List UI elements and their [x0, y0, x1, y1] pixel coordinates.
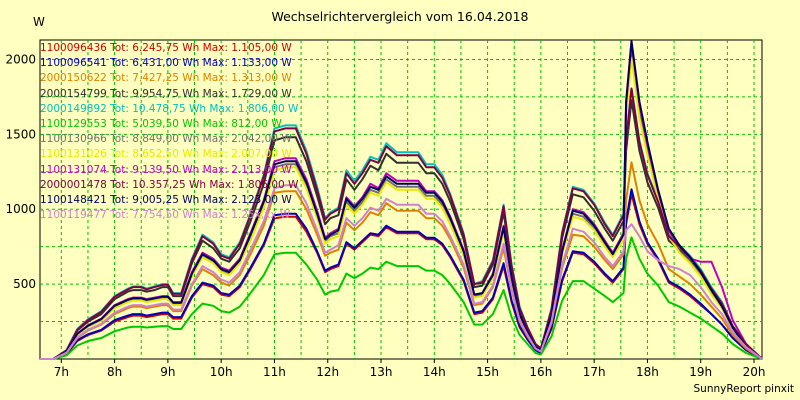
legend-entry-1100148421: 1100148421 Tot: 9.005,25 Wh Max: 2.123,0…: [40, 193, 292, 206]
legend-entry-1100130966: 1100130966 Tot: 8.849,00 Wh Max: 2.042,0…: [40, 133, 292, 146]
legend-entry-2000001478: 2000001478 Tot: 10.357,25 Wh Max: 1.806,…: [40, 178, 299, 191]
x-tick-label: 8h: [107, 365, 122, 379]
x-tick-label: 9h: [160, 365, 175, 379]
legend-entry-1100131074: 1100131074 Tot: 9.139,50 Wh Max: 2.113,0…: [40, 163, 292, 176]
series-line-2000150622: [40, 161, 763, 360]
y-tick-label: 1500: [5, 127, 36, 141]
x-tick-label: 12h: [316, 365, 339, 379]
credit-text: SunnyReport pinxit: [693, 383, 794, 395]
series-line-1100096541: [40, 188, 763, 360]
legend-entry-2000154799: 2000154799 Tot: 9.954,75 Wh Max: 1.729,0…: [40, 87, 292, 100]
legend-entry-1100119477: 1100119477 Tot: 7.754,50 Wh Max: 1.25x,x…: [40, 209, 291, 222]
series-line-1100148421: [40, 40, 763, 360]
series-line-1100119477: [40, 184, 763, 360]
legend-entry-2000150622: 2000150622 Tot: 7.427,25 Wh Max: 1.313,0…: [40, 72, 292, 85]
x-tick-label: 7h: [54, 365, 69, 379]
y-tick-label: 500: [13, 277, 36, 291]
x-tick-label: 19h: [689, 365, 712, 379]
series-line-2000001478: [40, 87, 763, 360]
series-line-1100129553: [40, 236, 763, 360]
x-tick-label: 14h: [423, 365, 446, 379]
x-tick-label: 16h: [529, 365, 552, 379]
x-tick-label: 13h: [370, 365, 393, 379]
chart-title: Wechselrichtervergleich vom 16.04.2018: [271, 9, 529, 24]
x-tick-label: 18h: [636, 365, 659, 379]
plot-frame: [39, 39, 763, 360]
x-tick-label: 20h: [743, 365, 766, 379]
legend: 1100096436 Tot: 6.245,75 Wh Max: 1.105,0…: [40, 41, 298, 223]
series-line-1100131026: [40, 57, 763, 360]
x-tick-label: 10h: [210, 365, 233, 379]
x-tick-label: 15h: [476, 365, 499, 379]
legend-entry-2000149892: 2000149892 Tot: 10.478,75 Wh Max: 1.806,…: [40, 102, 299, 115]
legend-entry-1100096541: 1100096541 Tot: 6.431,00 Wh Max: 1.133,0…: [40, 57, 292, 70]
y-tick-label: 1000: [5, 202, 36, 216]
legend-entry-1100096436: 1100096436 Tot: 6.245,75 Wh Max: 1.105,0…: [40, 42, 292, 54]
legend-entry-1100131026: 1100131026 Tot: 8.652,50 Wh Max: 2.007,0…: [40, 148, 292, 161]
x-tick-label: 11h: [263, 365, 286, 379]
y-axis-label: W: [33, 15, 45, 29]
y-tick-label: 2000: [5, 52, 36, 66]
legend-entry-1100129553: 1100129553 Tot: 5.039,50 Wh Max: 812,00 …: [40, 117, 282, 130]
x-tick-label: 17h: [583, 365, 606, 379]
